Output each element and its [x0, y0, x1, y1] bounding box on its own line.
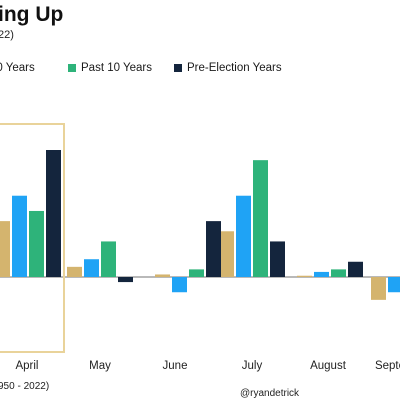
legend-label: Pre-Election Years	[187, 62, 282, 74]
bar-april-series-1	[12, 195, 27, 277]
highlight-box-april	[0, 123, 65, 353]
bar-june-series-2	[189, 269, 204, 277]
bar-july-series-3	[270, 241, 285, 277]
bar-july-series-2	[253, 160, 268, 277]
bar-august-series-3	[348, 261, 363, 277]
x-tick-label-april: April	[15, 360, 38, 372]
bar-may-series-2	[101, 241, 116, 277]
legend-label: Past 10 Years	[81, 62, 152, 74]
legend-swatch-navy	[174, 64, 182, 72]
bar-april-series-3	[46, 150, 61, 277]
bar-may-series-3	[118, 277, 133, 283]
legend-item-20-years: 20 Years	[0, 62, 35, 74]
bar-septe-series-0	[371, 277, 386, 300]
bar-june-series-3	[206, 221, 221, 277]
bar-june-series-1	[172, 277, 187, 293]
x-tick-label-septe: Septe	[375, 360, 400, 372]
author-handle: @ryandetrick	[240, 388, 300, 399]
legend-item-past-10-years: Past 10 Years	[68, 62, 152, 74]
bar-july-series-0	[219, 231, 234, 277]
bar-may-series-1	[84, 259, 99, 277]
x-tick-label-august: August	[310, 360, 347, 372]
bar-august-series-2	[331, 269, 346, 277]
legend-item-pre-election-years: Pre-Election Years	[174, 62, 282, 74]
x-tick-label-july: July	[242, 360, 263, 372]
chart-title: ing Up	[0, 3, 64, 26]
x-tick-label-june: June	[163, 360, 188, 372]
bar-july-series-1	[236, 195, 251, 277]
data-range-note: 950 - 2022)	[0, 381, 50, 392]
legend: 20 Years Past 10 Years Pre-Election Year…	[0, 62, 400, 78]
chart-subtitle: 22)	[0, 29, 14, 41]
legend-swatch-green	[68, 64, 76, 72]
bar-septe-series-1	[388, 277, 400, 293]
bar-may-series-0	[67, 266, 82, 277]
legend-label: 20 Years	[0, 62, 35, 74]
bar-august-series-0	[297, 275, 312, 277]
bar-august-series-1	[314, 271, 329, 277]
bar-april-series-0	[0, 221, 10, 277]
bar-june-series-0	[155, 274, 170, 277]
bar-april-series-2	[29, 210, 44, 277]
x-tick-label-may: May	[89, 360, 111, 372]
